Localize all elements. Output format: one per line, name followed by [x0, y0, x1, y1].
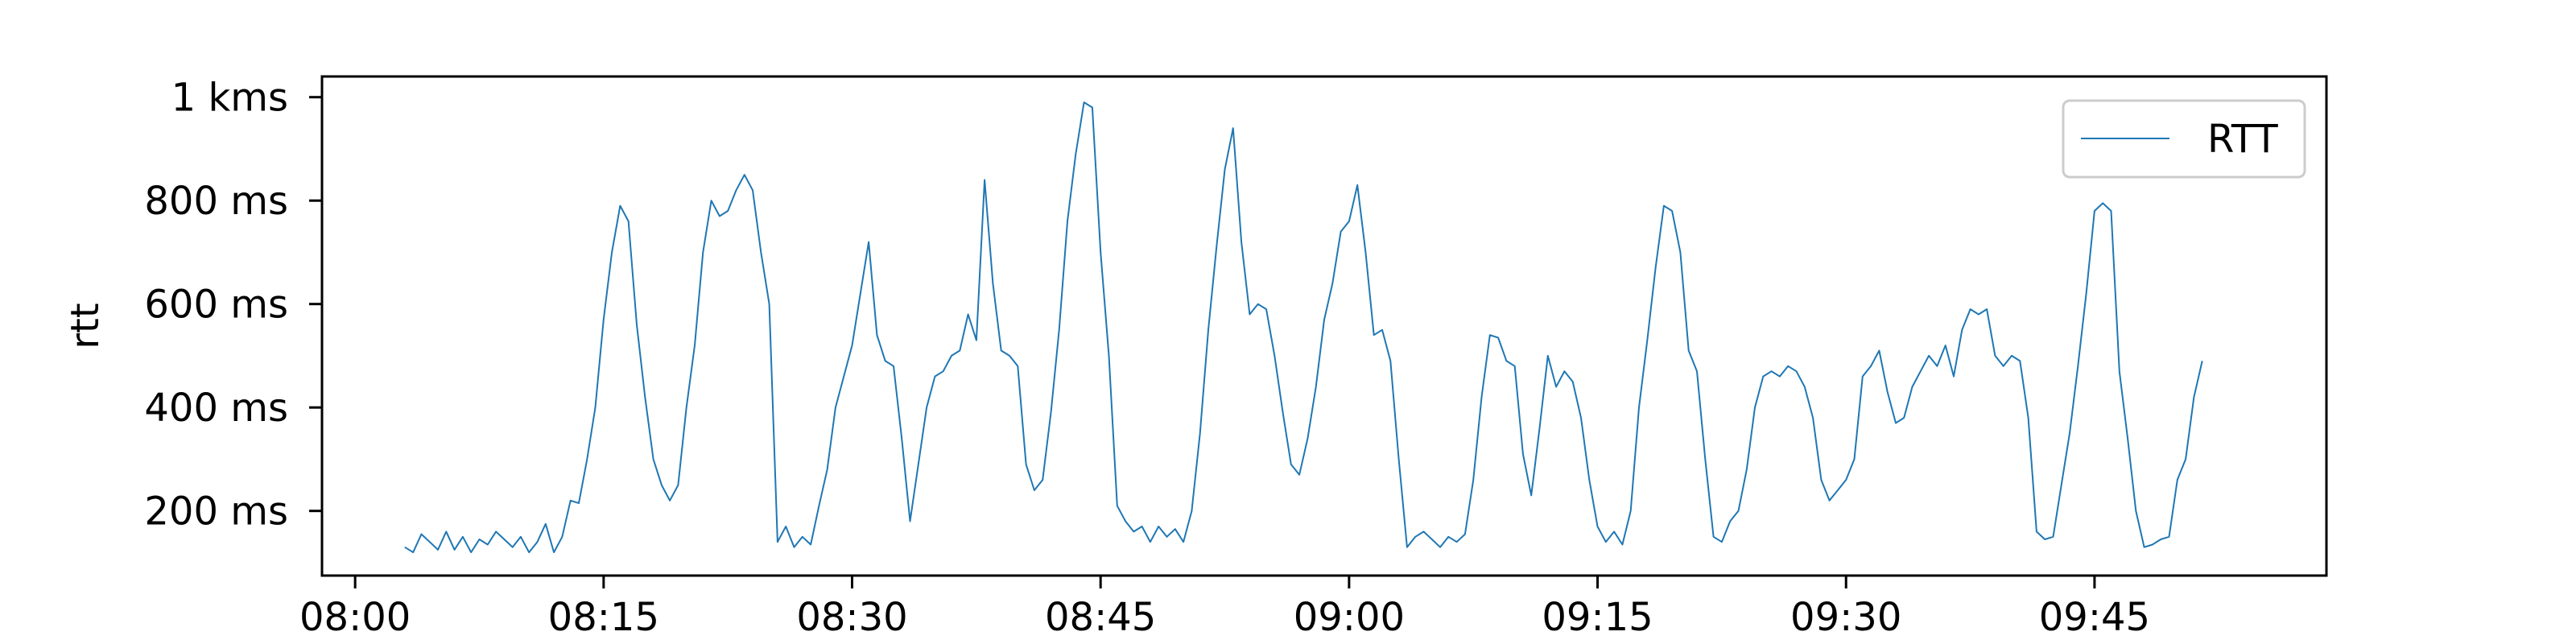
- y-tick-label: 1 kms: [171, 76, 288, 121]
- y-tick-label: 200 ms: [144, 489, 288, 535]
- x-tick-label: 09:30: [1790, 595, 1901, 640]
- legend-box: [2062, 99, 2306, 179]
- y-axis: 200 ms 400 ms 600 ms 800 ms 1 kms: [144, 76, 322, 535]
- x-tick-label: 08:30: [796, 595, 907, 640]
- axes-frame: [320, 75, 2328, 577]
- y-axis-label: rtt: [63, 303, 108, 349]
- x-tick-label: 09:00: [1294, 595, 1405, 640]
- series-line-rtt: [404, 101, 2203, 554]
- legend-label-rtt: RTT: [2207, 117, 2278, 162]
- x-tick-label: 08:45: [1045, 595, 1156, 640]
- y-tick-label: 600 ms: [144, 283, 288, 328]
- x-tick-label: 09:15: [1542, 595, 1653, 640]
- legend: RTT: [2062, 99, 2306, 179]
- plot-area: [404, 101, 2203, 554]
- x-axis: 08:00 08:15 08:30 08:45 09:00 09:15 09:30 09:45: [299, 576, 2150, 640]
- x-tick-label: 08:00: [299, 595, 411, 640]
- y-tick-label: 800 ms: [144, 179, 288, 224]
- y-tick-label: 400 ms: [144, 386, 288, 431]
- x-tick-label: 09:45: [2039, 595, 2150, 640]
- x-tick-label: 08:15: [548, 595, 659, 640]
